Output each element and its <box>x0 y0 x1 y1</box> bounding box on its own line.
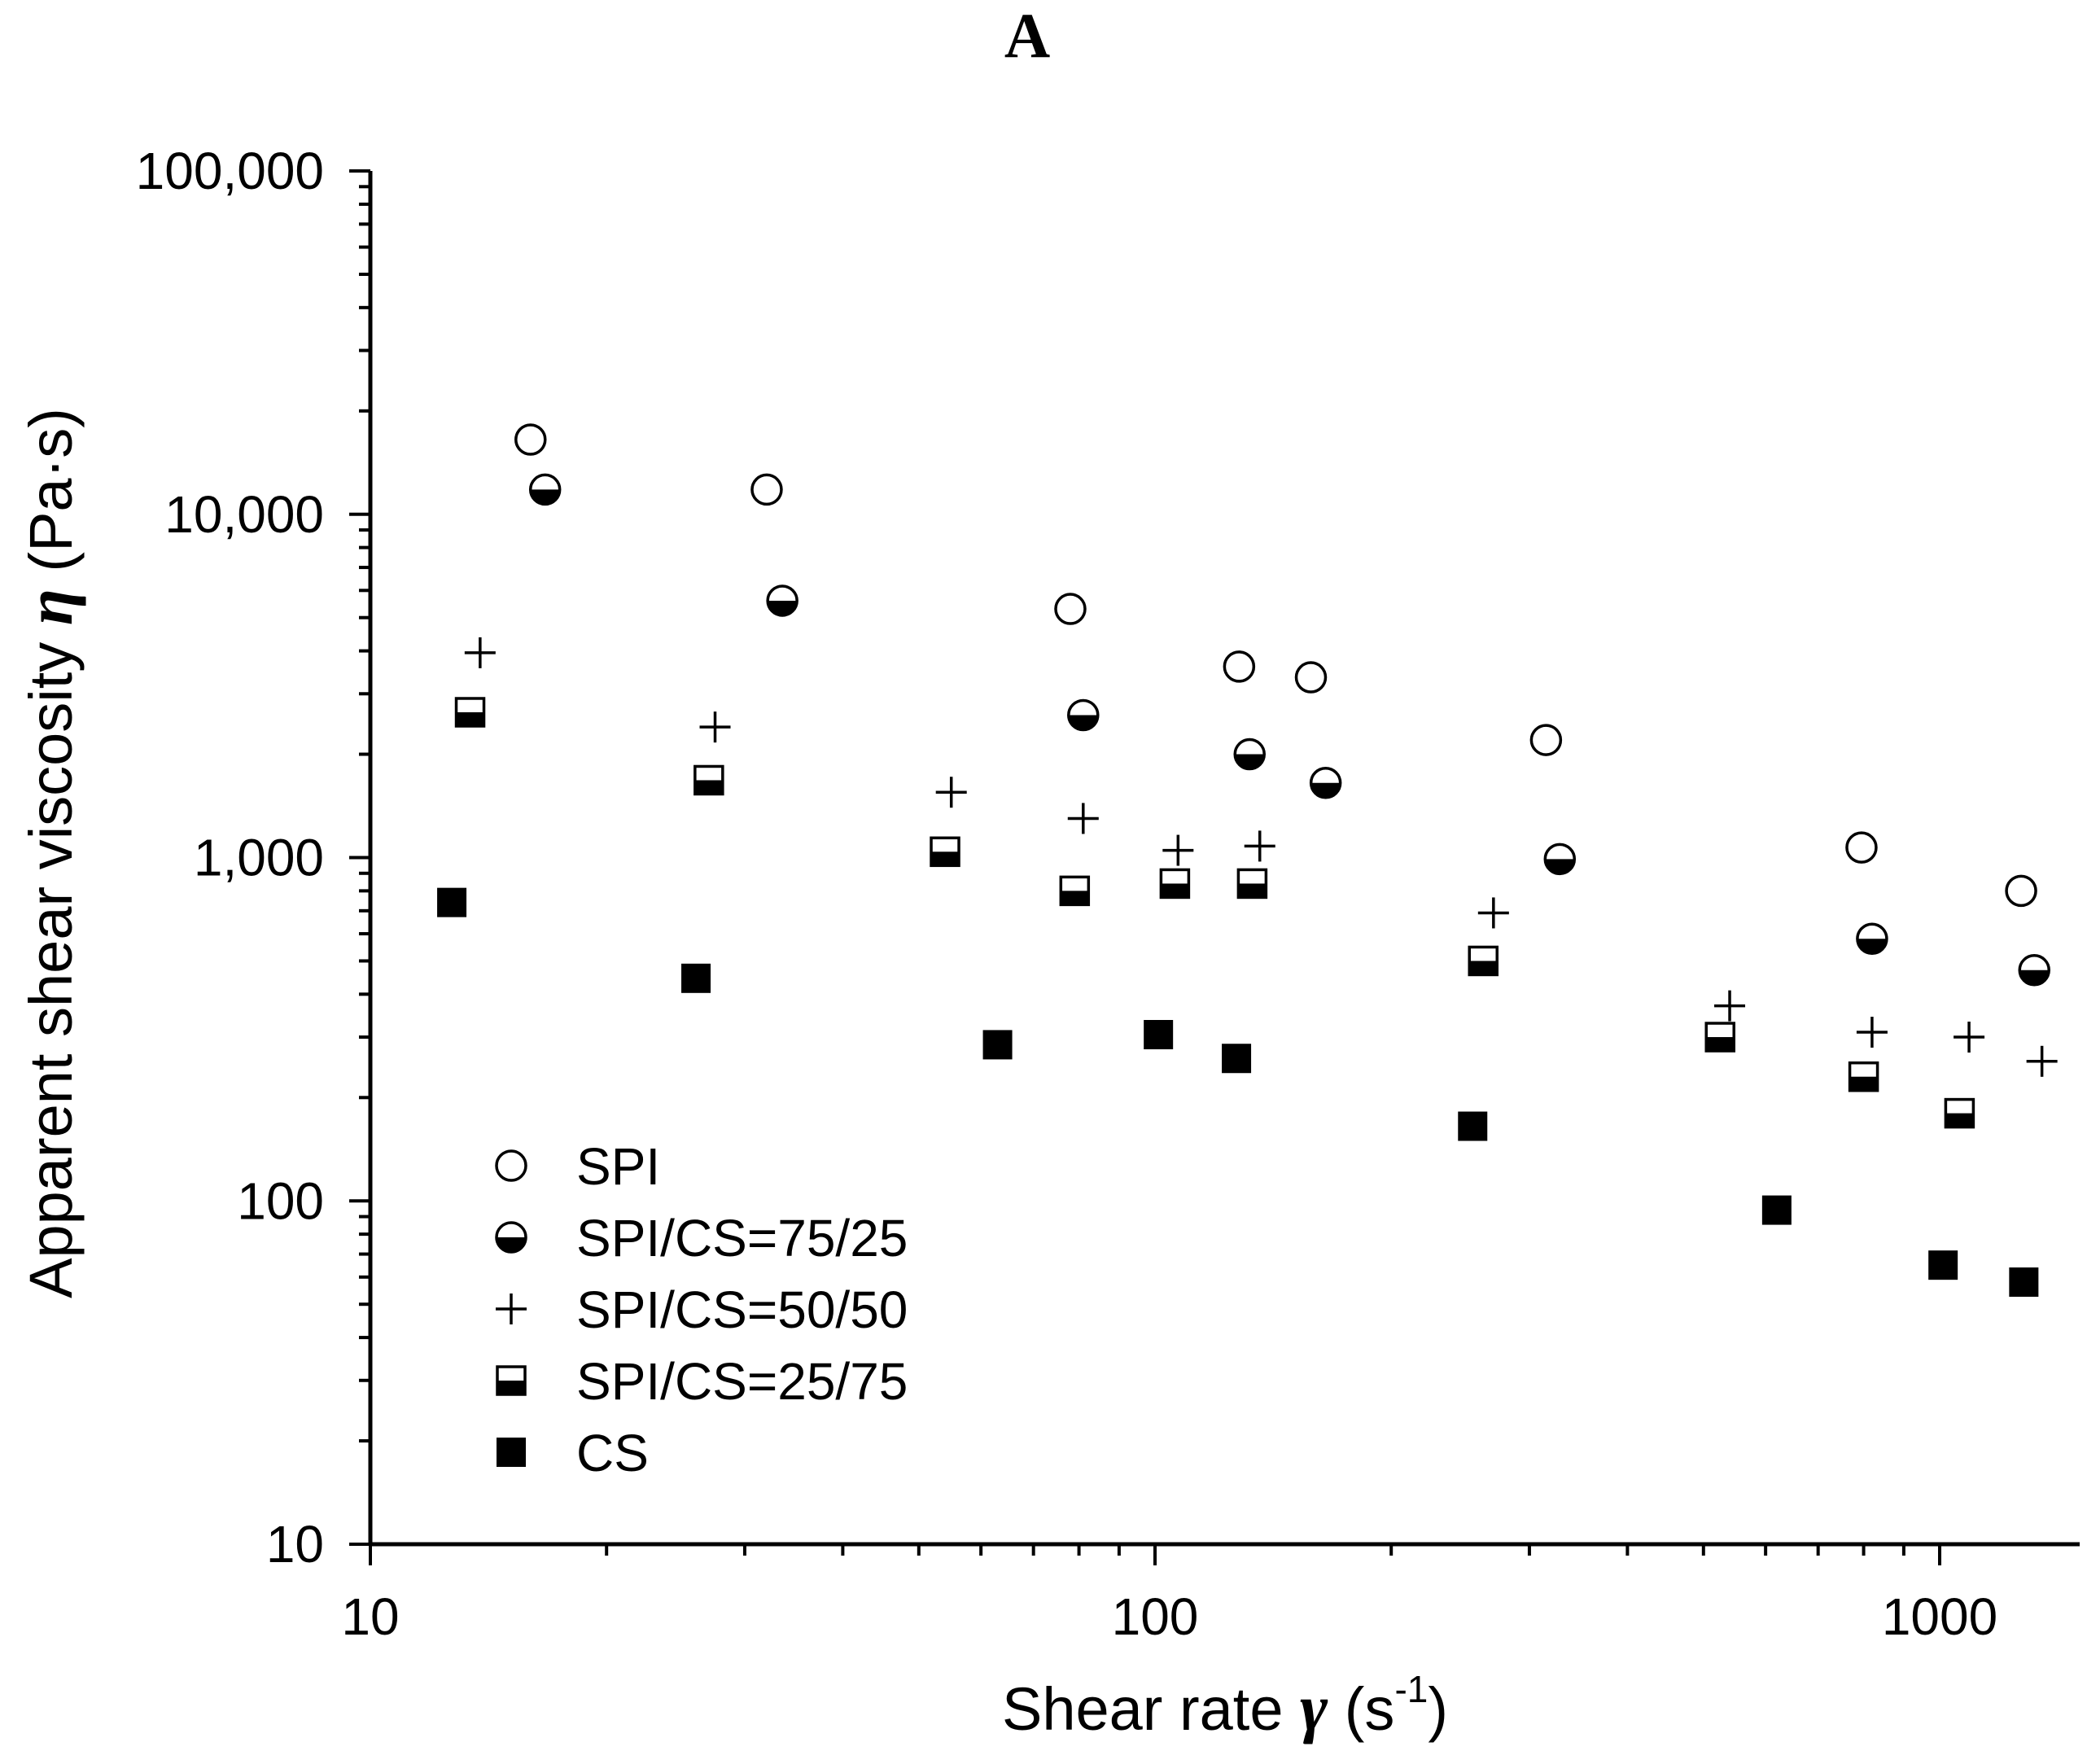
series-1 <box>528 473 2050 987</box>
data-point <box>930 836 960 868</box>
data-point <box>1928 1250 1958 1280</box>
data-point <box>1223 650 1256 683</box>
y-axis-title: Apparent shear viscosity η (Pa·s) <box>12 408 86 1298</box>
data-point <box>1954 1022 1985 1053</box>
data-point <box>1244 830 1275 862</box>
data-point <box>1054 593 1087 625</box>
data-point <box>982 1030 1013 1060</box>
data-point <box>2018 954 2050 987</box>
data-point <box>1845 831 1878 864</box>
data-point <box>2026 1045 2058 1077</box>
legend-label: SPI/CS=75/25 <box>576 1209 908 1267</box>
data-point <box>750 473 783 506</box>
legend-item: CS <box>497 1424 649 1482</box>
data-point <box>1162 834 1194 866</box>
series-0 <box>514 423 2037 908</box>
y-axis-title-text: Apparent shear viscosity <box>17 642 85 1298</box>
y-axis-unit: (Pa·s) <box>17 408 85 571</box>
data-point <box>699 711 731 743</box>
y-ticks: 10 100 1,000 10,000 100,000 <box>136 142 370 1574</box>
series-3 <box>454 697 1975 1129</box>
data-point <box>1856 1017 1888 1048</box>
data-point <box>1477 897 1509 929</box>
legend-marker <box>496 1365 527 1396</box>
x-axis-unit-open: (s <box>1345 1675 1395 1743</box>
data-point <box>1309 767 1342 799</box>
series-layer <box>437 423 2058 1298</box>
legend-marker <box>495 1149 527 1182</box>
data-point <box>1704 1022 1735 1053</box>
data-point <box>1543 843 1577 876</box>
series-2 <box>464 637 2058 1077</box>
panel-label: A <box>1004 0 1050 71</box>
data-point <box>514 423 547 456</box>
data-point <box>1144 1019 1174 1049</box>
legend-marker <box>496 1293 527 1324</box>
legend-item: SPI/CS=25/75 <box>496 1352 908 1411</box>
y-tick-label: 10,000 <box>164 485 324 544</box>
data-point <box>454 697 486 728</box>
y-tick-label: 100 <box>237 1171 324 1230</box>
data-point <box>1222 1044 1252 1074</box>
data-point <box>1159 868 1191 900</box>
legend-item: SPI/CS=75/25 <box>495 1209 908 1267</box>
data-point <box>1714 990 1746 1022</box>
data-point <box>1236 868 1268 900</box>
legend-marker <box>495 1221 527 1254</box>
legend-item: SPI/CS=50/50 <box>496 1280 908 1339</box>
data-point <box>693 764 724 796</box>
x-axis-unit-close: ) <box>1428 1675 1448 1743</box>
data-point <box>528 473 562 506</box>
data-point <box>2009 1267 2039 1298</box>
x-axis-title: Shear rate γ (s-1) <box>1002 1668 1448 1744</box>
legend-marker <box>497 1438 526 1467</box>
series-4 <box>437 887 2039 1298</box>
data-point <box>1059 875 1091 907</box>
legend-label: SPI <box>576 1137 660 1196</box>
y-tick-label: 100,000 <box>136 142 324 200</box>
x-axis-symbol: γ <box>1300 1670 1328 1744</box>
y-axis-symbol: η <box>12 589 86 625</box>
data-point <box>1233 738 1266 771</box>
x-axis-unit-exponent: -1 <box>1394 1668 1428 1710</box>
data-point <box>766 584 798 617</box>
data-point <box>1067 698 1100 732</box>
data-point <box>1848 1061 1879 1092</box>
data-point <box>1458 1111 1488 1141</box>
data-point <box>681 963 711 993</box>
x-ticks: 10 100 1000 <box>341 1544 1997 1646</box>
data-point <box>1294 661 1328 694</box>
x-tick-label: 10 <box>341 1587 399 1646</box>
x-axis-title-text: Shear rate <box>1002 1675 1284 1743</box>
data-point <box>1944 1097 1975 1129</box>
data-point <box>1856 922 1888 956</box>
data-point <box>1067 803 1099 834</box>
legend-label: CS <box>576 1424 649 1482</box>
legend: SPI SPI/CS=75/25 SPI/CS=50/50 SPI/CS=25/75 C… <box>495 1137 908 1482</box>
y-tick-label: 10 <box>266 1515 324 1574</box>
data-point <box>1761 1195 1792 1225</box>
y-tick-label: 1,000 <box>194 829 324 887</box>
data-point <box>1529 724 1563 756</box>
data-point <box>1468 945 1499 977</box>
data-point <box>464 637 496 668</box>
data-point <box>437 887 467 917</box>
x-tick-label: 100 <box>1112 1587 1199 1646</box>
legend-item: SPI <box>495 1137 660 1196</box>
data-point <box>935 777 967 808</box>
data-point <box>2005 874 2037 908</box>
legend-label: SPI/CS=25/75 <box>576 1352 908 1411</box>
legend-label: SPI/CS=50/50 <box>576 1280 908 1339</box>
x-tick-label: 1000 <box>1882 1587 1997 1646</box>
